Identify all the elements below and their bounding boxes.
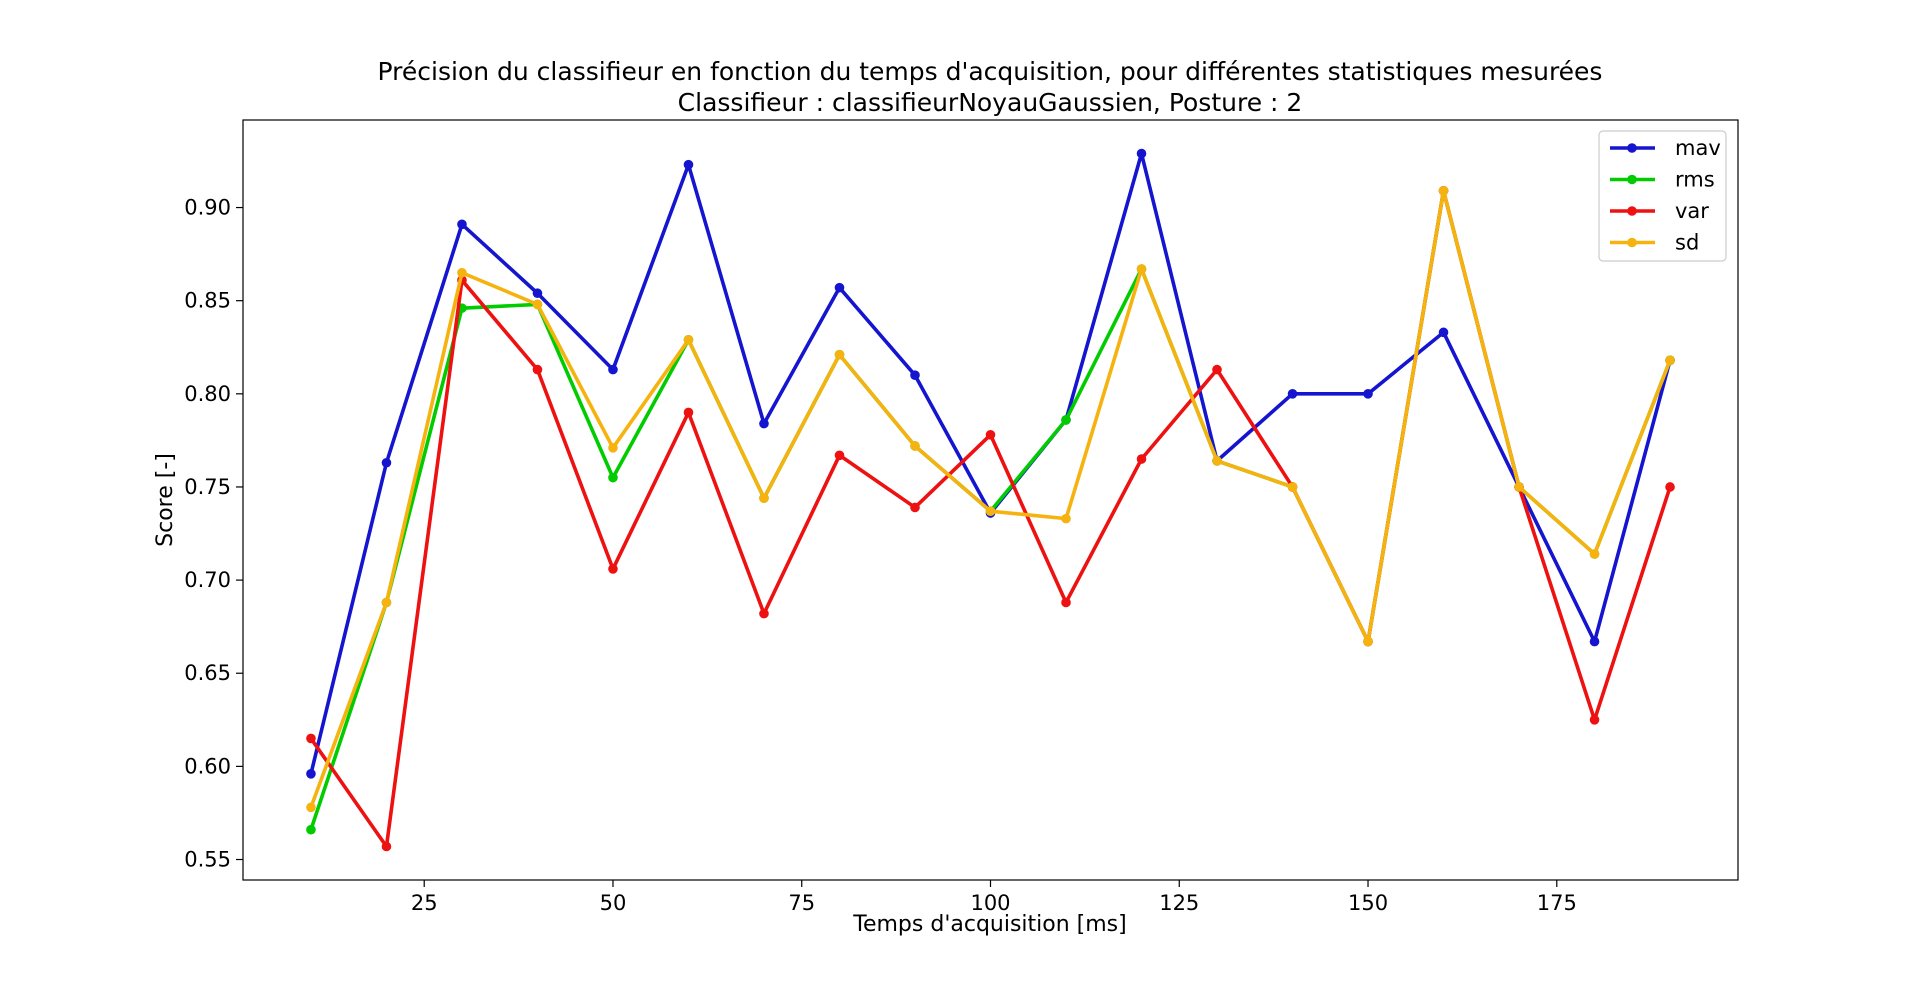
y-tick-label: 0.75 <box>184 475 231 499</box>
series-sd <box>306 185 1675 813</box>
data-point-sd <box>1665 355 1675 366</box>
y-tick-label: 0.70 <box>184 568 231 592</box>
data-point-sd <box>834 349 845 360</box>
series-layer <box>306 148 1675 852</box>
plot-area <box>243 120 1738 880</box>
y-tick-label: 0.55 <box>184 848 231 872</box>
data-point-sd <box>306 802 316 813</box>
data-point-mav <box>608 364 618 375</box>
legend-box <box>1598 130 1727 262</box>
data-point-rms <box>608 472 618 483</box>
x-tick-label: 150 <box>1348 891 1388 915</box>
chart-title: Précision du classifieur en fonction du … <box>378 57 1603 86</box>
data-point-sd <box>985 506 996 516</box>
y-tick-label: 0.80 <box>184 382 231 406</box>
data-point-sd <box>1363 636 1373 647</box>
legend-marker <box>1627 174 1637 185</box>
y-tick-label: 0.60 <box>184 754 231 778</box>
data-point-mav <box>683 159 694 170</box>
data-point-var <box>1212 364 1222 375</box>
data-point-sd <box>759 493 769 503</box>
legend-entry-mav: mav <box>1610 136 1721 160</box>
data-point-sd <box>1438 185 1449 196</box>
data-point-sd <box>457 267 467 278</box>
data-point-mav <box>381 457 392 468</box>
data-point-mav <box>1287 389 1298 399</box>
x-tick-label: 100 <box>970 891 1010 915</box>
data-point-var <box>608 564 618 574</box>
x-tick-label: 50 <box>600 891 627 915</box>
data-point-var <box>1589 715 1600 725</box>
legend-entry-rms: rms <box>1610 168 1715 192</box>
x-tick-label: 75 <box>788 891 815 915</box>
data-point-sd <box>608 443 618 453</box>
y-axis-label: Score [-] <box>153 453 178 547</box>
data-point-var <box>759 608 769 619</box>
data-point-sd <box>1589 549 1600 559</box>
y-tick-label: 0.65 <box>184 661 231 685</box>
legend-label: rms <box>1675 168 1715 192</box>
data-point-mav <box>306 769 316 779</box>
legend-marker <box>1627 206 1637 216</box>
data-point-sd <box>1212 456 1222 466</box>
data-point-rms <box>1061 415 1071 425</box>
legend-entry-sd: sd <box>1610 231 1699 255</box>
data-point-var <box>985 430 996 440</box>
data-point-var <box>834 450 845 461</box>
data-point-sd <box>910 441 920 451</box>
legend-marker <box>1627 143 1637 153</box>
data-point-sd <box>1287 482 1298 492</box>
legend-label: var <box>1675 199 1709 223</box>
chart-subtitle: Classifieur : classifieurNoyauGaussien, … <box>678 88 1303 117</box>
data-point-var <box>1061 597 1071 608</box>
data-point-sd <box>381 597 392 608</box>
data-point-sd <box>532 299 543 310</box>
data-point-mav <box>1589 636 1600 647</box>
legend-marker <box>1627 237 1637 248</box>
data-point-var <box>532 364 543 375</box>
plot-background <box>243 120 1738 880</box>
y-tick-label: 0.90 <box>184 196 231 220</box>
data-point-sd <box>1514 482 1524 492</box>
data-point-mav <box>759 418 769 429</box>
data-point-mav <box>910 370 920 380</box>
data-point-sd <box>683 335 694 345</box>
x-tick-label: 125 <box>1159 891 1199 915</box>
data-point-mav <box>532 288 543 299</box>
data-point-mav <box>1136 148 1147 159</box>
data-point-mav <box>1438 327 1449 338</box>
legend-entry-var: var <box>1610 199 1709 223</box>
data-point-sd <box>1061 513 1071 524</box>
legend-label: sd <box>1675 231 1699 255</box>
data-point-var <box>683 407 694 418</box>
legend: mav rms var sd <box>1598 130 1727 262</box>
y-tick-label: 0.85 <box>184 289 231 313</box>
x-tick-label: 175 <box>1537 891 1577 915</box>
data-point-mav <box>457 219 467 230</box>
x-axis-label: Temps d'acquisition [ms] <box>852 912 1126 937</box>
data-point-sd <box>1136 264 1147 274</box>
x-axis: 25 50 75 100 125 150 175 <box>411 880 1577 915</box>
data-point-mav <box>834 282 845 293</box>
data-point-var <box>1136 454 1147 464</box>
data-point-mav <box>1363 389 1373 399</box>
data-point-rms <box>306 824 316 835</box>
y-axis: 0.55 0.60 0.65 0.70 0.75 0.80 0.85 0.90 <box>184 196 243 872</box>
data-point-var <box>910 502 920 513</box>
x-tick-label: 25 <box>411 891 438 915</box>
data-point-var <box>1665 482 1675 492</box>
legend-label: mav <box>1675 136 1721 160</box>
data-point-var <box>306 733 316 744</box>
data-point-var <box>381 841 392 852</box>
